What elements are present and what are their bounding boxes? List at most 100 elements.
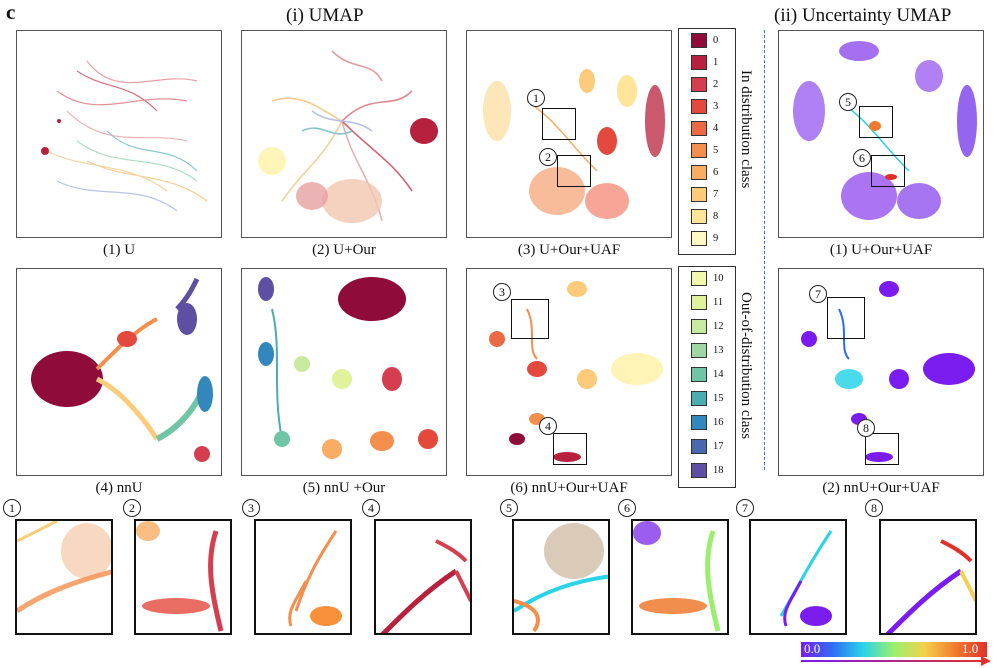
legend-out-class-13: 13 — [679, 343, 735, 363]
zoom-marker-5: 5 — [500, 499, 518, 517]
highlight-box-8 — [865, 433, 899, 465]
uncertainty-scatter-nnu-our-uaf — [801, 281, 975, 462]
legend-label: 18 — [713, 465, 724, 476]
marker-1: 1 — [527, 89, 545, 107]
zoom-marker-7: 7 — [736, 499, 754, 517]
legend-swatch — [691, 439, 707, 454]
legend-label: 10 — [713, 273, 724, 284]
umap-panel-u — [16, 30, 222, 238]
legend-in-class-7: 7 — [679, 187, 735, 207]
legend-label: 14 — [713, 369, 724, 380]
marker-2: 2 — [539, 148, 557, 166]
zoom-panel-6 — [631, 519, 729, 635]
highlight-box-6 — [871, 155, 905, 187]
legend-label: 0 — [713, 35, 719, 46]
panel-letter: c — [6, 0, 16, 24]
legend-swatch — [691, 391, 707, 406]
legend-swatch — [691, 99, 707, 114]
highlight-box-5 — [859, 106, 893, 138]
marker-5: 5 — [839, 93, 857, 111]
legend-out-class-16: 16 — [679, 415, 735, 435]
umap-scatter-nnu-our — [258, 277, 438, 459]
zoom-panel-5 — [512, 519, 610, 635]
legend-swatch — [691, 367, 707, 382]
legend-label: 9 — [713, 233, 719, 244]
legend-label: 7 — [713, 189, 719, 200]
legend-in-class-6: 6 — [679, 165, 735, 185]
legend-in-class-4: 4 — [679, 121, 735, 141]
legend-out-class-18: 18 — [679, 463, 735, 483]
caption-nnu-our-uaf: (6) nnU+Our+UAF — [510, 480, 628, 496]
section-ii-title: (ii) Uncertainty UMAP — [774, 5, 952, 26]
umap-panel-nnu-our — [241, 268, 447, 476]
legend-swatch — [691, 231, 707, 246]
legend-swatch — [691, 271, 707, 286]
legend-out-class-12: 12 — [679, 319, 735, 339]
zoom-panel-8 — [879, 519, 977, 635]
legend-label: 8 — [713, 211, 719, 222]
colorbar-arrow-head — [981, 656, 991, 666]
highlight-box-3 — [511, 299, 549, 339]
caption-uncertainty-2: (2) nnU+Our+UAF — [822, 480, 940, 496]
legend-in-class-3: 3 — [679, 99, 735, 119]
legend-in-class-1: 1 — [679, 55, 735, 75]
zoom-marker-2: 2 — [123, 499, 141, 517]
legend-label: 2 — [713, 79, 719, 90]
uncertainty-panel-u-our-uaf: 5 6 — [778, 30, 984, 238]
zoom-marker-6: 6 — [618, 499, 636, 517]
zoom-panel-1 — [15, 519, 113, 635]
zoom-marker-8: 8 — [865, 499, 883, 517]
legend-label: 12 — [713, 321, 724, 332]
legend-label: 17 — [713, 441, 724, 452]
marker-3: 3 — [493, 283, 511, 301]
caption-u: (1) U — [102, 242, 136, 258]
zoom-panel-7 — [749, 519, 847, 635]
uncertainty-colorbar — [801, 642, 987, 657]
section-divider — [764, 30, 765, 470]
section-i-title: (i) UMAP — [286, 5, 364, 26]
legend-label: 11 — [713, 297, 724, 308]
legend-label: 15 — [713, 393, 724, 404]
legend-label: 16 — [713, 417, 724, 428]
legend-in-class-0: 0 — [679, 33, 735, 53]
marker-8: 8 — [857, 419, 875, 437]
legend-swatch — [691, 77, 707, 92]
umap-panel-nnu-our-uaf: 3 4 — [466, 268, 672, 476]
legend-swatch — [691, 209, 707, 224]
legend-swatch — [691, 121, 707, 136]
caption-nnu: (4) nnU — [95, 480, 143, 496]
caption-u-our-uaf: (3) U+Our+UAF — [517, 242, 621, 258]
legend-out-class-11: 11 — [679, 295, 735, 315]
legend-swatch — [691, 415, 707, 430]
legend-in-distribution: 0 1 2 3 4 5 6 7 8 9 — [678, 28, 736, 255]
legend-in-class-2: 2 — [679, 77, 735, 97]
legend-swatch — [691, 343, 707, 358]
zoom-panel-2 — [134, 519, 232, 635]
legend-out-class-14: 14 — [679, 367, 735, 387]
umap-scatter-nnu — [31, 277, 213, 462]
caption-nnu-our: (5) nnU +Our — [302, 480, 386, 496]
marker-6: 6 — [853, 149, 871, 167]
legend-swatch — [691, 165, 707, 180]
legend-swatch — [691, 55, 707, 70]
legend-label: 1 — [713, 57, 719, 68]
legend-label: 3 — [713, 101, 719, 112]
legend-swatch — [691, 143, 707, 158]
legend-label: 13 — [713, 345, 724, 356]
umap-scatter-u-our — [258, 50, 438, 223]
zoom-marker-4: 4 — [362, 499, 380, 517]
legend-out-class-15: 15 — [679, 391, 735, 411]
legend-swatch — [691, 187, 707, 202]
highlight-box-2 — [557, 155, 591, 187]
umap-panel-nnu — [16, 268, 222, 476]
legend-swatch — [691, 319, 707, 334]
colorbar-arrow — [801, 660, 983, 662]
zoom-marker-3: 3 — [242, 499, 260, 517]
legend-out-title: Out-of-distribution class — [738, 292, 754, 440]
legend-swatch — [691, 295, 707, 310]
legend-in-class-5: 5 — [679, 143, 735, 163]
highlight-box-7 — [827, 297, 865, 339]
colorbar-min-label: 0.0 — [804, 641, 821, 656]
caption-u-our: (2) U+Our — [312, 242, 376, 258]
uncertainty-panel-nnu-our-uaf: 7 8 — [778, 268, 984, 476]
